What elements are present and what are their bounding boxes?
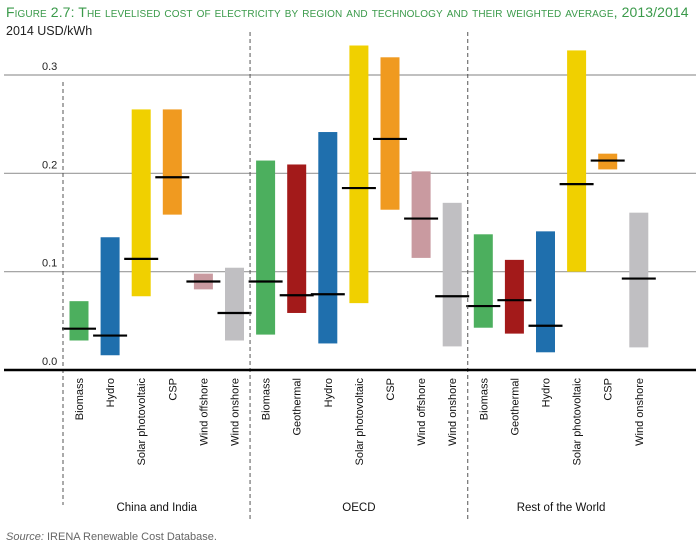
group-label: Rest of the World [517,502,606,514]
bar-biomass [473,234,493,328]
x-tick-label: CSP [167,378,179,401]
bar-biomass [69,301,89,341]
bar-biomass [256,160,276,335]
group-label: OECD [342,502,375,514]
bar-wind-offshore [411,171,431,258]
source-text: IRENA Renewable Cost Database. [46,531,217,543]
x-tick-label: Geothermal [509,378,521,435]
x-tick-label: Hydro [323,378,335,407]
bar-solar-photovoltaic [131,109,151,297]
x-tick-label: Biomass [261,378,273,421]
bar-geothermal [287,164,307,313]
bar-csp [380,57,400,210]
bar-hydro [536,231,555,353]
bar-wind-onshore [629,212,649,348]
bar-hydro [100,237,120,356]
x-tick-label: Solar photovoltaic [354,378,366,466]
x-tick-label: Hydro [105,378,117,407]
x-tick-label: CSP [385,378,397,401]
bar-csp [162,109,182,215]
bar-wind-onshore [442,202,462,347]
x-tick-label: Wind offshore [416,378,428,446]
bar-wind-onshore [225,267,244,341]
group-label: China and India [116,502,197,514]
y-axis-label: 2014 USD/kWh [6,24,93,38]
x-tick-label: Wind onshore [230,378,242,446]
y-tick-label: 0.0 [42,356,57,368]
x-tick-label: Biomass [478,378,490,421]
source-note: Source: IRENA Renewable Cost Database. [6,531,217,543]
x-tick-label: Wind offshore [198,378,210,446]
x-tick-label: CSP [603,378,615,401]
x-tick-label: Solar photovoltaic [136,378,148,466]
bar-hydro [318,132,338,344]
y-tick-label: 0.2 [42,159,57,171]
bar-geothermal [504,259,524,334]
y-tick-label: 0.1 [42,258,57,270]
source-label: Source: [6,531,44,543]
x-tick-label: Biomass [74,378,86,421]
bar-solar-photovoltaic [349,45,369,304]
chart-title: Figure 2.7: The levelised cost of electr… [6,4,689,20]
x-tick-label: Geothermal [292,378,304,435]
y-tick-label: 0.3 [42,61,57,73]
x-tick-label: Wind onshore [634,378,646,446]
bar-solar-photovoltaic [567,50,587,272]
x-tick-label: Hydro [541,378,553,407]
x-tick-label: Solar photovoltaic [572,378,584,466]
x-tick-label: Wind onshore [447,378,459,446]
